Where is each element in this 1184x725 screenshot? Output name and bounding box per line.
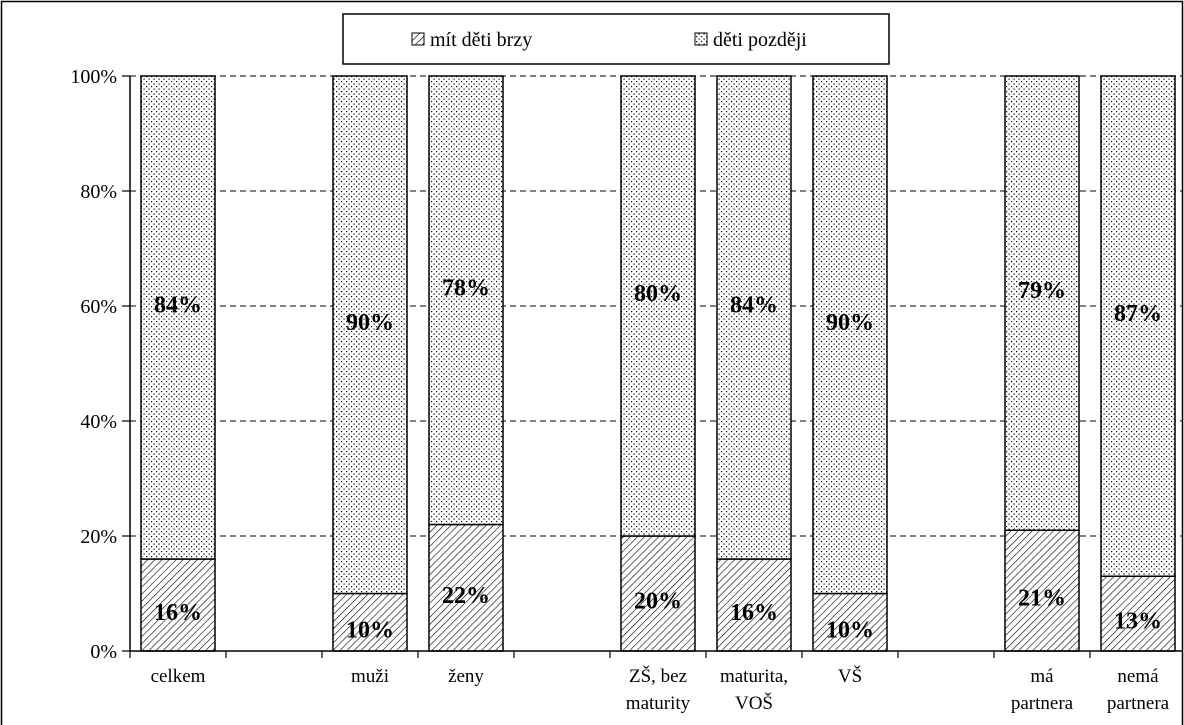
bar-segment-mít-děti-brzy xyxy=(620,535,696,652)
y-tick-label: 60% xyxy=(80,296,117,318)
data-label: 20% xyxy=(634,589,682,615)
data-labels: 16% 84% 10% 90% 22% 78% 20% 80% 16% 84% 10% 90% 21% 7… xyxy=(154,275,1162,643)
legend-swatch-series-0 xyxy=(411,32,425,46)
x-category-label: nemá xyxy=(1117,666,1159,687)
bar-segment-děti-později xyxy=(332,75,408,595)
y-tick-labels: 0% 20% 40% 60% 80% 100% xyxy=(70,66,117,663)
bar-segment-děti-později xyxy=(1100,75,1176,577)
bar-segment-mít-děti-brzy xyxy=(140,558,216,652)
axes xyxy=(122,75,1183,658)
legend-label-series-1: děti později xyxy=(713,29,807,51)
bar-segment-mít-děti-brzy xyxy=(716,558,792,652)
x-category-label: VŠ xyxy=(838,665,862,687)
data-label: 87% xyxy=(1114,301,1162,327)
y-tick-label: 0% xyxy=(90,641,117,663)
x-category-label: celkem xyxy=(151,666,206,687)
legend: mít děti brzy děti později xyxy=(342,13,890,65)
gridlines xyxy=(130,75,1183,537)
legend-label-series-0: mít děti brzy xyxy=(430,29,532,51)
y-tick-label: 80% xyxy=(80,181,117,203)
bar-segment-mít-děti-brzy xyxy=(428,523,504,652)
data-label: 84% xyxy=(154,293,202,319)
bar-segment-mít-děti-brzy xyxy=(1100,575,1176,652)
data-label: 10% xyxy=(346,617,394,643)
data-label: 22% xyxy=(442,583,490,609)
data-label: 10% xyxy=(826,617,874,643)
x-category-label: partnera xyxy=(1011,693,1074,714)
data-label: 84% xyxy=(730,293,778,319)
x-category-label: muži xyxy=(351,666,389,687)
data-label: 16% xyxy=(154,600,202,626)
data-label: 80% xyxy=(634,281,682,307)
data-label: 90% xyxy=(346,310,394,336)
x-category-label: má xyxy=(1030,666,1054,687)
legend-box xyxy=(342,13,890,65)
data-label: 79% xyxy=(1018,278,1066,304)
bar-segment-mít-děti-brzy xyxy=(332,592,408,652)
x-category-labels: celkem muži ženy ZŠ, bez maturity maturita, VO… xyxy=(151,665,1170,714)
legend-swatch-series-1 xyxy=(694,32,708,46)
x-category-label: partnera xyxy=(1107,693,1170,714)
data-label: 90% xyxy=(826,310,874,336)
bar-segment-děti-později xyxy=(1004,75,1080,531)
x-category-label: ZŠ, bez xyxy=(629,665,687,687)
data-label: 21% xyxy=(1018,586,1066,612)
bar-segment-mít-děti-brzy xyxy=(1004,529,1080,652)
bar-segment-mít-děti-brzy xyxy=(812,592,888,652)
bar-segment-děti-později xyxy=(620,75,696,537)
data-label: 78% xyxy=(442,275,490,301)
x-category-label: VOŠ xyxy=(735,692,773,714)
data-label: 13% xyxy=(1114,609,1162,635)
data-label: 16% xyxy=(730,600,778,626)
y-tick-label: 100% xyxy=(70,66,117,88)
bar-segment-děti-později xyxy=(428,75,504,526)
y-tick-label: 20% xyxy=(80,526,117,548)
bar-segment-děti-později xyxy=(812,75,888,595)
bar-segment-děti-později xyxy=(140,75,216,560)
bar-segment-děti-později xyxy=(716,75,792,560)
x-category-label: ženy xyxy=(448,666,484,687)
x-category-label: maturita, xyxy=(720,666,788,687)
x-category-label: maturity xyxy=(626,693,691,714)
bars xyxy=(140,75,1176,652)
y-tick-label: 40% xyxy=(80,411,117,433)
